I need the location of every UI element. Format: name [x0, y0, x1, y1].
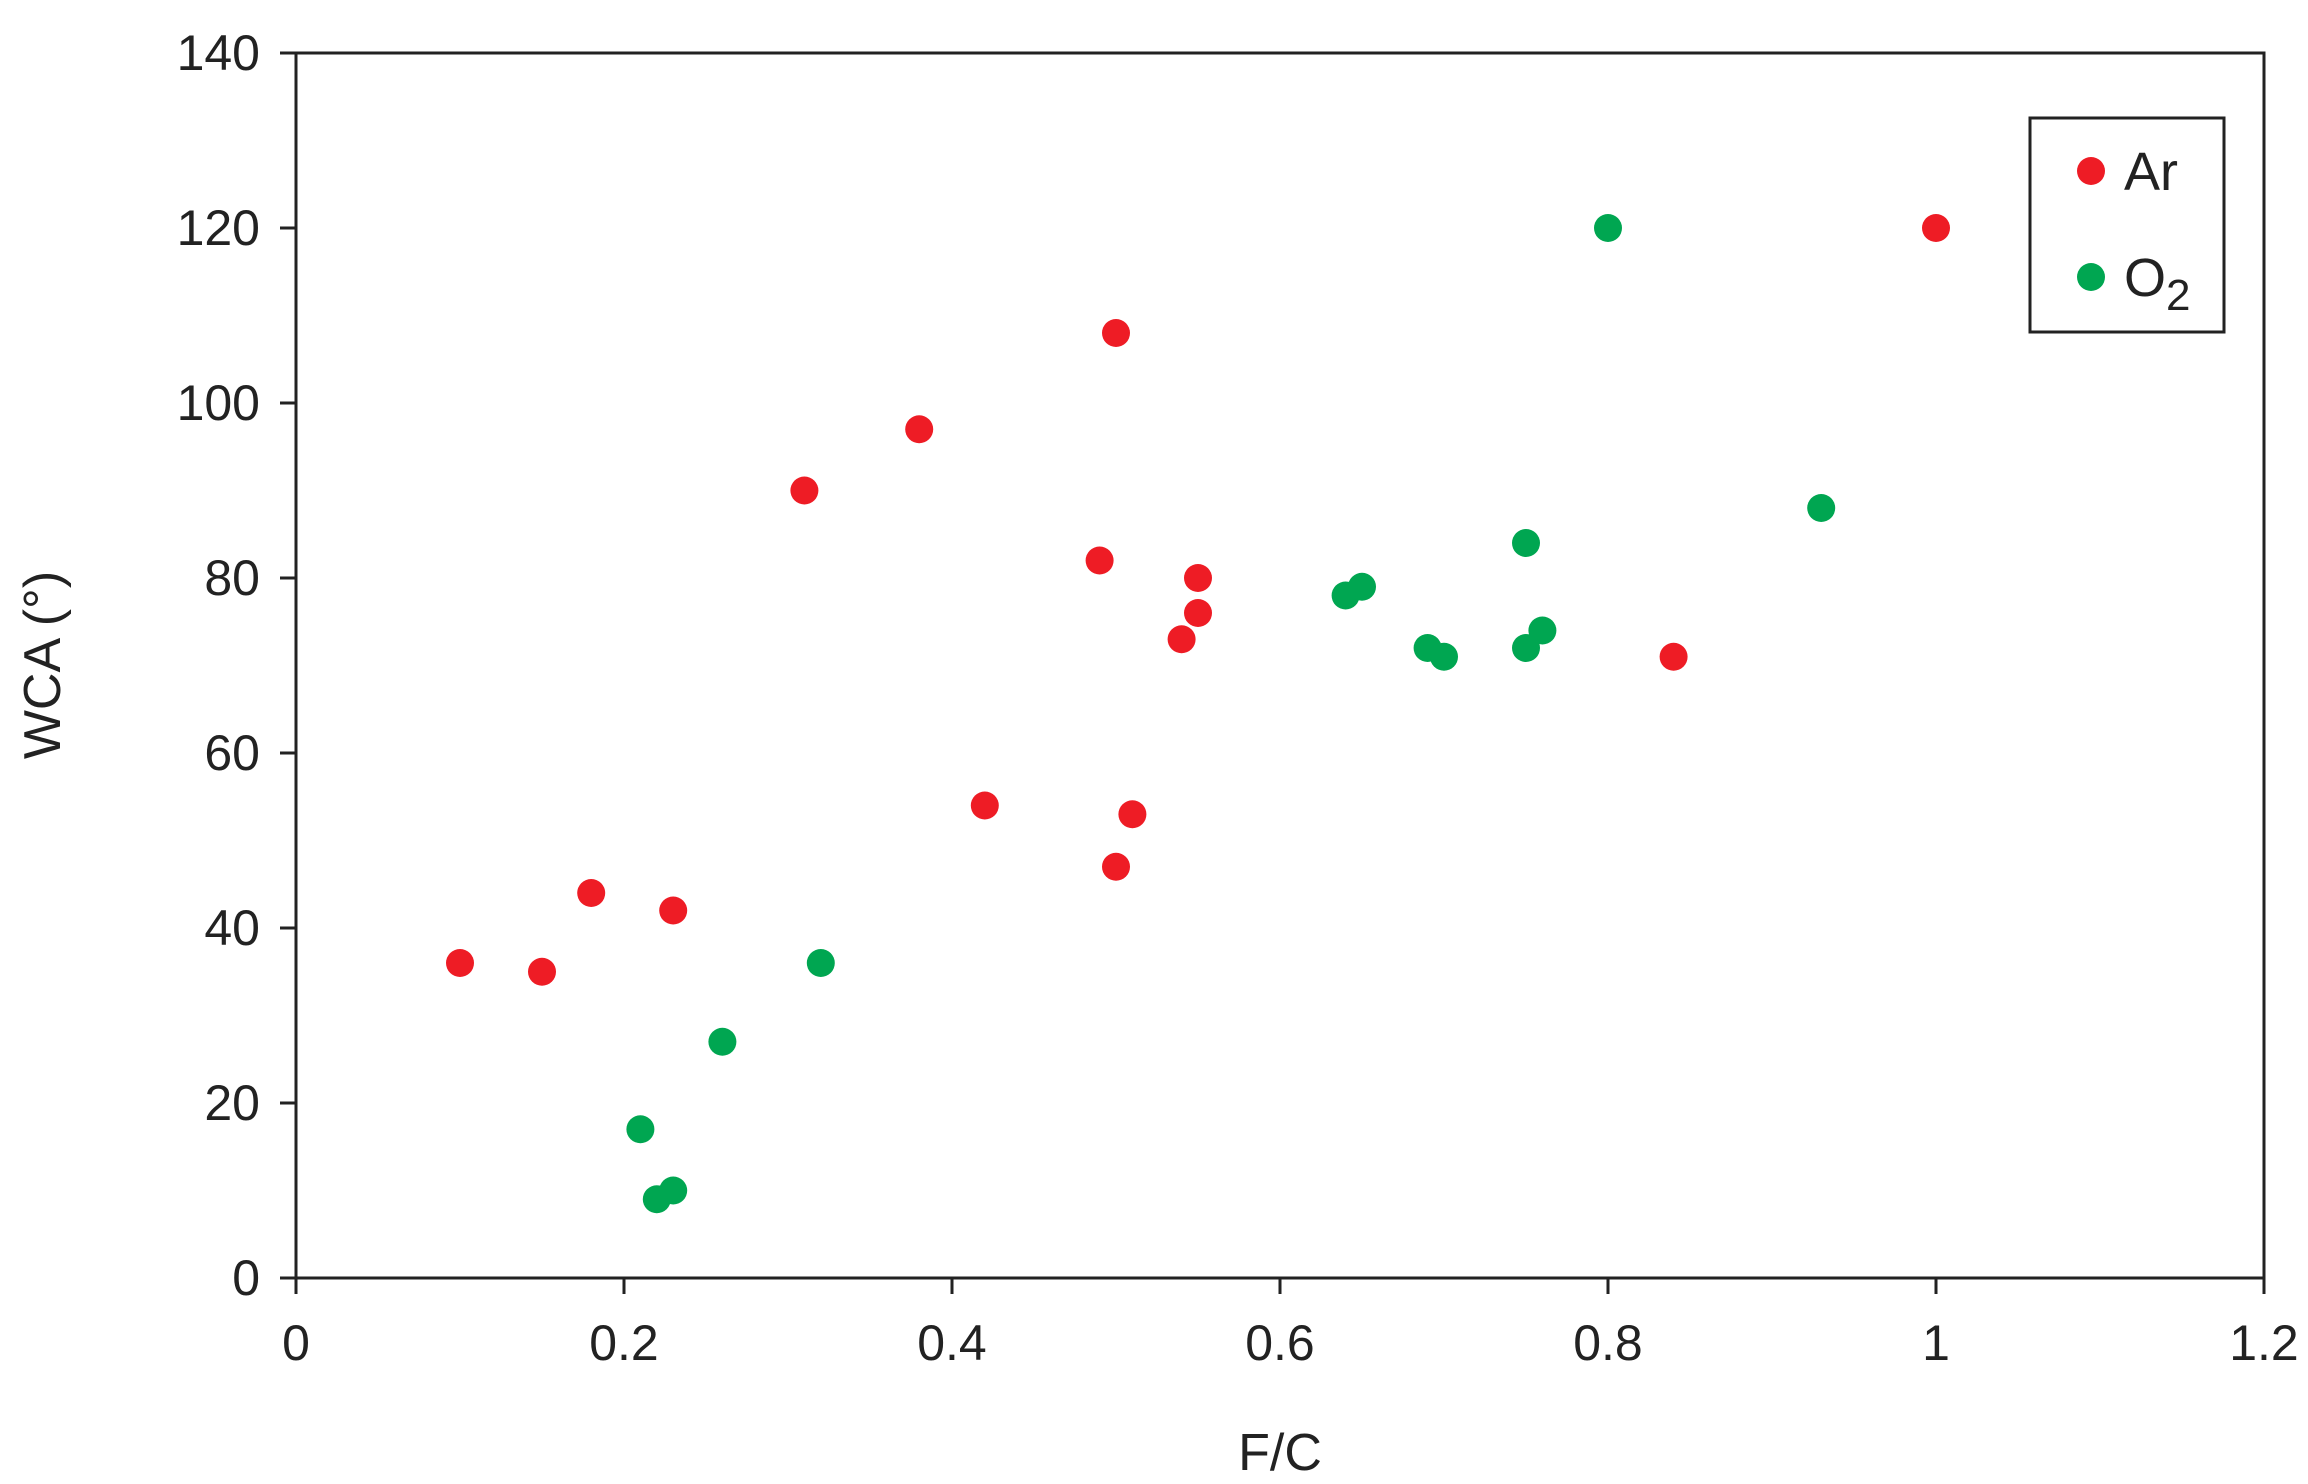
data-point-ar [577, 879, 606, 907]
x-axis-title: F/C [1238, 1424, 1322, 1479]
data-point-o2 [1594, 214, 1622, 242]
data-point-ar [1659, 642, 1688, 671]
y-axis-title: WCA (°) [14, 571, 72, 759]
data-point-ar [1167, 625, 1196, 654]
data-point-o2 [626, 1115, 655, 1144]
data-point-ar [528, 957, 556, 986]
data-point-ar [1085, 546, 1114, 575]
data-point-o2 [1512, 529, 1540, 557]
y-tick-label: 0 [232, 1250, 260, 1306]
legend-marker [2077, 157, 2105, 185]
x-tick-label: 0.6 [1245, 1315, 1315, 1371]
data-point-ar [1118, 800, 1147, 829]
x-tick-label: 0.4 [917, 1315, 987, 1371]
data-point-o2 [1512, 634, 1540, 662]
legend-label: O2 [2124, 248, 2191, 320]
legend: Ar O2 [2028, 116, 2226, 334]
legend-label: Ar [2124, 142, 2178, 202]
x-tick-label: 0.8 [1573, 1315, 1643, 1371]
x-tick-label: 1.2 [2229, 1315, 2299, 1371]
data-point-o2 [1430, 642, 1458, 671]
y-tick-label: 20 [204, 1075, 260, 1131]
x-tick-label: 0.2 [589, 1315, 659, 1371]
y-tick-label: 100 [177, 375, 260, 431]
data-point-ar [659, 896, 688, 925]
data-point-ar [1102, 852, 1130, 881]
data-point-o2 [1807, 494, 1836, 522]
data-point-ar [1102, 319, 1130, 347]
legend-box [2028, 116, 2226, 334]
y-tick-label: 40 [204, 900, 260, 956]
y-tick-label: 120 [177, 200, 260, 256]
y-tick-label: 60 [204, 725, 260, 781]
data-points [446, 214, 1950, 1214]
series-o2 [626, 214, 1836, 1214]
data-point-o2 [659, 1176, 688, 1205]
x-tick-label: 1 [1922, 1315, 1950, 1371]
series-ar [446, 214, 1950, 986]
legend-marker [2077, 263, 2105, 291]
data-point-o2 [708, 1027, 737, 1056]
x-axis: 0 0.2 0.4 0.6 0.8 1 1.2 [282, 1278, 2299, 1371]
data-point-ar [790, 476, 819, 505]
data-point-ar [970, 791, 999, 820]
data-point-ar [1184, 599, 1212, 627]
data-point-ar [1184, 564, 1212, 592]
plot-area [294, 51, 2266, 1280]
data-point-ar [905, 415, 934, 444]
data-point-o2 [1348, 572, 1376, 601]
y-tick-label: 80 [204, 550, 260, 606]
data-point-ar [446, 949, 474, 977]
data-point-ar [1922, 214, 1950, 242]
y-axis: 0 20 40 60 80 100 120 140 [177, 25, 296, 1306]
data-point-o2 [806, 949, 835, 977]
x-tick-label: 0 [282, 1315, 310, 1371]
y-tick-label: 140 [177, 25, 260, 81]
data-point-o2 [1528, 616, 1557, 645]
